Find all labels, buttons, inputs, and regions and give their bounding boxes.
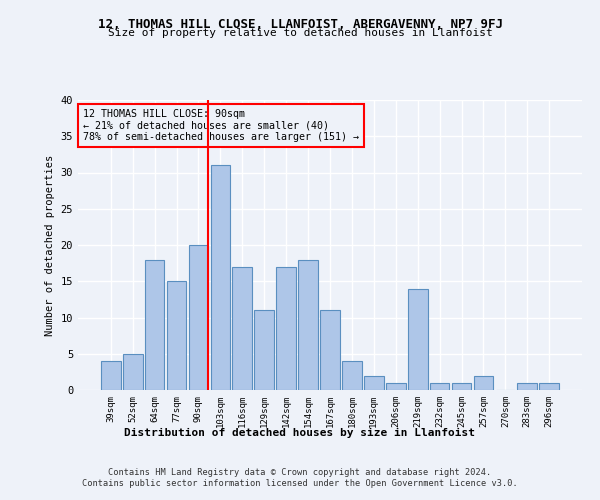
Bar — [539, 383, 559, 390]
Bar — [232, 267, 252, 390]
Bar — [342, 361, 362, 390]
Text: Contains HM Land Registry data © Crown copyright and database right 2024.: Contains HM Land Registry data © Crown c… — [109, 468, 491, 477]
Bar — [188, 245, 208, 390]
Bar — [430, 383, 449, 390]
Bar — [517, 383, 537, 390]
Bar — [452, 383, 472, 390]
Bar — [386, 383, 406, 390]
Bar — [298, 260, 318, 390]
Bar — [473, 376, 493, 390]
Bar — [408, 288, 428, 390]
Bar — [276, 267, 296, 390]
Bar — [145, 260, 164, 390]
Text: Contains public sector information licensed under the Open Government Licence v3: Contains public sector information licen… — [82, 480, 518, 488]
Bar — [320, 310, 340, 390]
Y-axis label: Number of detached properties: Number of detached properties — [45, 154, 55, 336]
Text: Distribution of detached houses by size in Llanfoist: Distribution of detached houses by size … — [125, 428, 476, 438]
Bar — [123, 354, 143, 390]
Text: 12, THOMAS HILL CLOSE, LLANFOIST, ABERGAVENNY, NP7 9FJ: 12, THOMAS HILL CLOSE, LLANFOIST, ABERGA… — [97, 18, 503, 30]
Bar — [364, 376, 384, 390]
Bar — [254, 310, 274, 390]
Bar — [167, 281, 187, 390]
Bar — [101, 361, 121, 390]
Text: Size of property relative to detached houses in Llanfoist: Size of property relative to detached ho… — [107, 28, 493, 38]
Bar — [211, 165, 230, 390]
Text: 12 THOMAS HILL CLOSE: 90sqm
← 21% of detached houses are smaller (40)
78% of sem: 12 THOMAS HILL CLOSE: 90sqm ← 21% of det… — [83, 108, 359, 142]
